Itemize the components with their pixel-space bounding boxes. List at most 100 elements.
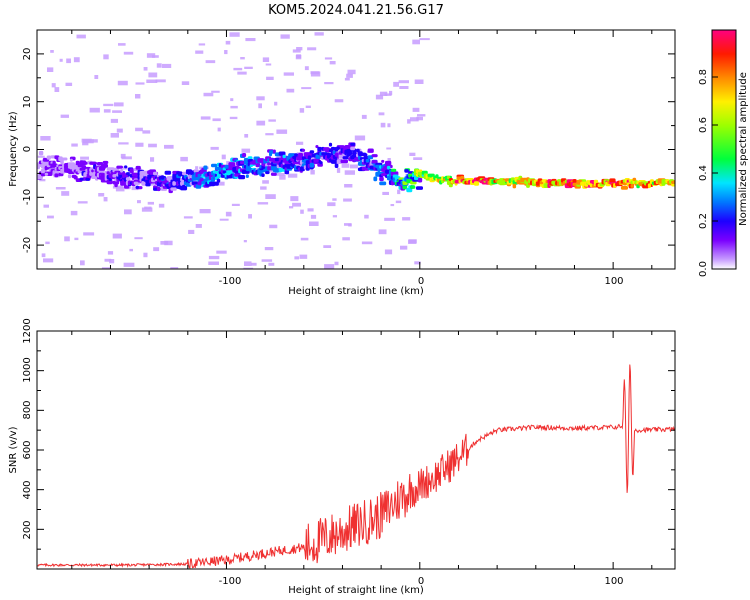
heatmap-cell — [212, 118, 221, 122]
heatmap-cell — [292, 49, 301, 53]
heatmap-cell — [304, 66, 309, 71]
heatmap-cell — [367, 148, 374, 153]
heatmap-cell — [76, 34, 86, 39]
heatmap-cell — [106, 171, 110, 175]
heatmap-cell — [446, 175, 450, 180]
heatmap-cell — [233, 67, 243, 71]
heatmap-cell — [398, 80, 409, 84]
heatmap-cell — [274, 173, 285, 176]
heatmap-cell — [647, 183, 651, 189]
heatmap-cell — [135, 82, 145, 85]
heatmap-cell — [203, 92, 214, 97]
heatmap-cell — [162, 63, 172, 68]
heatmap-cell — [301, 148, 306, 152]
heatmap-cell — [73, 57, 80, 63]
heatmap-cell — [94, 75, 99, 79]
heatmap-cell — [334, 163, 339, 168]
heatmap-cell — [117, 80, 128, 86]
heatmap-cell — [299, 166, 305, 172]
heatmap-cell — [181, 81, 190, 85]
heatmap-cell — [188, 229, 195, 234]
heatmap-cell — [414, 261, 421, 265]
heatmap-cell — [379, 181, 387, 186]
heatmap-cell — [216, 178, 221, 183]
heatmap-cell — [393, 81, 399, 87]
snr-ytick-label: 600 — [22, 440, 33, 459]
snr-series-line — [37, 364, 675, 569]
snr-ytick-label: 1000 — [22, 357, 33, 382]
heatmap-cell — [116, 128, 123, 133]
heatmap-cell — [412, 107, 420, 112]
heatmap-cell — [381, 159, 385, 163]
heatmap-cell — [410, 185, 416, 189]
heatmap-cell — [309, 221, 319, 226]
heatmap-cell — [141, 181, 147, 186]
heatmap-cell — [217, 127, 221, 132]
heatmap-cell — [384, 249, 393, 255]
heatmap-cell — [112, 110, 122, 113]
heatmap-cell — [156, 186, 161, 192]
heatmap-cell — [287, 173, 298, 178]
heatmap-cell — [245, 174, 249, 178]
heatmap-cell — [347, 69, 356, 75]
heatmap-cell — [279, 175, 286, 180]
heatmap-cell — [344, 223, 352, 226]
heatmap-cell — [251, 160, 257, 165]
heatmap-cell — [112, 233, 122, 239]
heatmap-cell — [43, 258, 54, 263]
heatmap-cell — [230, 98, 234, 102]
heatmap-cell — [265, 133, 274, 136]
heatmap-cell — [216, 174, 221, 179]
heatmap-cell — [155, 79, 166, 83]
heatmap-cell — [336, 146, 340, 150]
heatmap-cell — [414, 79, 424, 84]
heatmap-cell — [135, 185, 139, 189]
spectrogram-ytick-label: 0 — [22, 146, 33, 152]
heatmap-cell — [327, 202, 336, 207]
heatmap-cell — [357, 151, 363, 157]
heatmap-cell — [265, 194, 276, 199]
heatmap-cell — [289, 206, 294, 209]
heatmap-cell — [135, 165, 141, 170]
heatmap-cell — [371, 154, 378, 158]
heatmap-cell — [675, 179, 681, 183]
heatmap-cell — [378, 112, 385, 116]
heatmap-cell — [378, 229, 387, 235]
heatmap-cell — [354, 135, 366, 141]
heatmap-cell — [153, 171, 158, 176]
heatmap-cell — [300, 209, 304, 214]
heatmap-cell — [266, 76, 274, 80]
heatmap-cell — [205, 60, 216, 64]
heatmap-cell — [334, 261, 339, 266]
heatmap-cell — [258, 103, 262, 109]
heatmap-cell — [248, 214, 252, 219]
heatmap-cell — [247, 156, 253, 160]
heatmap-cell — [473, 181, 480, 186]
heatmap-cell — [348, 223, 352, 227]
heatmap-cell — [385, 169, 390, 174]
heatmap-cell — [377, 170, 381, 176]
heatmap-cell — [395, 200, 402, 204]
heatmap-cell — [310, 169, 315, 175]
heatmap-cell — [244, 134, 249, 138]
heatmap-cell — [387, 158, 391, 162]
heatmap-cell — [124, 165, 128, 169]
heatmap-cell — [364, 214, 369, 219]
heatmap-cell — [384, 217, 395, 221]
heatmap-cell — [64, 236, 70, 242]
heatmap-cell — [141, 170, 149, 176]
heatmap-cell — [191, 181, 198, 185]
heatmap-cell — [409, 152, 416, 156]
heatmap-cell — [336, 167, 341, 173]
heatmap-cell — [193, 169, 199, 173]
heatmap-cell — [43, 204, 49, 208]
heatmap-cell — [115, 186, 125, 192]
heatmap-cell — [150, 157, 155, 162]
heatmap-cell — [332, 198, 337, 201]
heatmap-cell — [512, 183, 517, 189]
heatmap-cell — [371, 160, 378, 164]
heatmap-cell — [145, 183, 151, 187]
heatmap-cell — [379, 91, 388, 96]
snr-xtick-label: 100 — [604, 576, 623, 587]
heatmap-cell — [148, 143, 157, 148]
